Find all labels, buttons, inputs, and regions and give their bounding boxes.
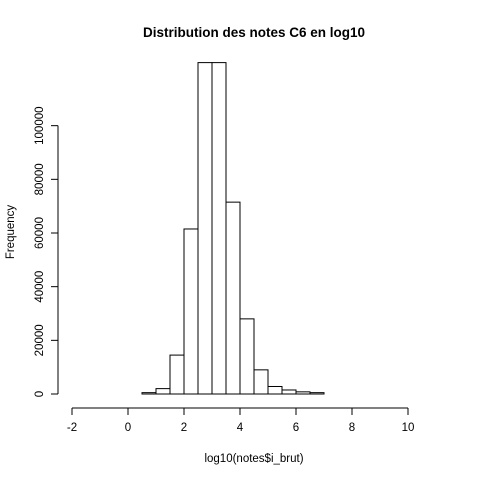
histogram-bar <box>253 369 269 395</box>
histogram-bar <box>267 385 283 395</box>
x-axis: -2 0 2 4 6 8 10 <box>67 407 415 434</box>
x-tick-label: 6 <box>293 422 299 434</box>
histogram-bar <box>183 228 199 395</box>
x-tick-label: 2 <box>181 422 187 434</box>
x-tick-label: -2 <box>67 422 77 434</box>
histogram-bar <box>309 392 325 395</box>
histogram-bar <box>197 62 213 395</box>
histogram-bar <box>225 201 241 395</box>
x-tick-label: 10 <box>402 422 415 434</box>
histogram-bar <box>155 388 171 395</box>
x-tick-label: 0 <box>125 422 131 434</box>
y-tick-label: 20000 <box>34 324 46 356</box>
histogram-bar <box>239 318 255 395</box>
y-axis: 0 20000 40000 60000 80000 100000 <box>34 106 59 397</box>
histogram-bar <box>169 354 185 395</box>
y-axis-label: Frequency <box>5 205 17 260</box>
y-tick-label: 100000 <box>34 106 46 144</box>
chart-title: Distribution des notes C6 en log10 <box>143 25 365 40</box>
x-axis-label: log10(notes$i_brut) <box>204 453 303 465</box>
y-tick-label: 80000 <box>34 163 46 195</box>
y-tick-label: 60000 <box>34 217 46 249</box>
x-tick-label: 8 <box>349 422 355 434</box>
y-tick-label: 0 <box>34 391 46 397</box>
histogram-bar <box>295 391 311 395</box>
y-tick-label: 40000 <box>34 271 46 303</box>
x-tick-label: 4 <box>237 422 244 434</box>
histogram-bar <box>281 389 297 395</box>
histogram-bar <box>211 62 227 395</box>
histogram-bars <box>141 62 325 395</box>
histogram-bar <box>141 392 157 395</box>
